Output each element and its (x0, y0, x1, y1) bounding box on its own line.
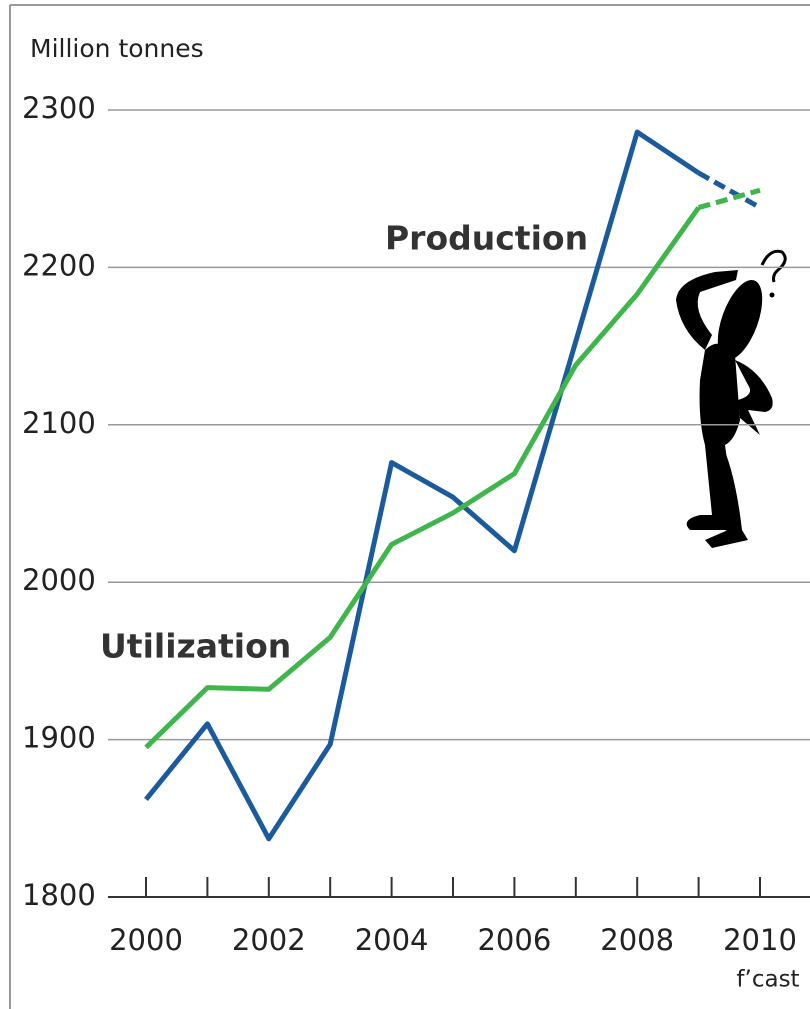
page: {"chart_data": {"type": "line", "y_label… (0, 0, 810, 1009)
x-tick-label: 2004 (355, 923, 429, 957)
series-label: Utilization (100, 627, 291, 666)
y-tick-label: 1800 (22, 878, 96, 912)
x-tick-label: 2000 (109, 923, 183, 957)
y-tick-label: 2100 (22, 406, 96, 440)
cartoon-figure (676, 251, 785, 548)
y-tick-label: 2300 (22, 91, 96, 125)
chart: Million tonnes 1800 1900 2000 2100 2200 2300 2… (0, 0, 810, 1009)
x-tick-label: 2010 (723, 923, 797, 957)
y-tick-label: 1900 (22, 721, 96, 755)
axis-label: Million tonnes (30, 34, 204, 63)
y-tick-label: 2000 (22, 563, 96, 597)
y-tick-label: 2200 (22, 248, 96, 282)
x-tick-label: 2006 (477, 923, 551, 957)
x-tick-label: 2002 (232, 923, 306, 957)
x-tick-label: 2008 (600, 923, 674, 957)
series-label: Production (385, 219, 588, 258)
annotation: f’cast (736, 967, 799, 993)
